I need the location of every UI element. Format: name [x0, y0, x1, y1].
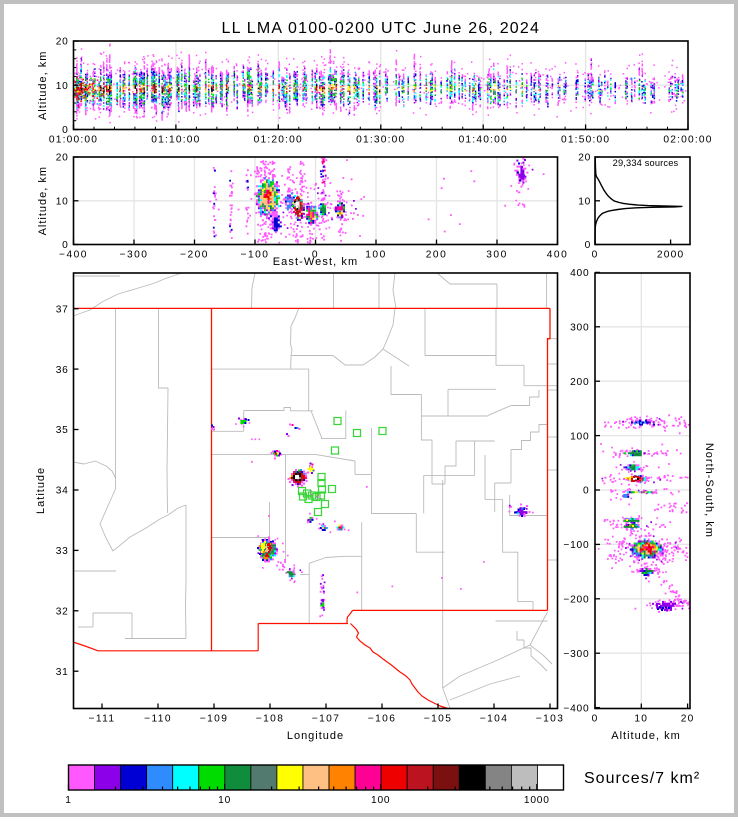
svg-text:10: 10 [56, 81, 69, 92]
svg-text:−106: −106 [368, 713, 397, 724]
svg-text:0: 0 [585, 240, 591, 251]
svg-text:Longitude: Longitude [287, 730, 344, 742]
svg-text:−105: −105 [424, 713, 453, 724]
svg-text:−111: −111 [88, 713, 115, 724]
svg-text:100: 100 [570, 431, 589, 442]
svg-text:0: 0 [592, 249, 599, 260]
svg-text:01:50:00: 01:50:00 [561, 134, 610, 145]
svg-text:East-West, km: East-West, km [273, 256, 359, 268]
svg-text:100: 100 [365, 249, 387, 260]
svg-text:−100: −100 [241, 249, 270, 260]
svg-text:−107: −107 [312, 713, 341, 724]
svg-text:300: 300 [486, 249, 508, 260]
svg-text:20: 20 [56, 153, 69, 164]
svg-text:20: 20 [578, 153, 591, 164]
svg-text:01:00:00: 01:00:00 [49, 134, 98, 145]
svg-text:−400: −400 [59, 249, 88, 260]
svg-text:32: 32 [56, 607, 69, 618]
svg-text:−103: −103 [536, 713, 565, 724]
svg-text:−200: −200 [180, 249, 209, 260]
svg-text:37: 37 [56, 304, 69, 315]
svg-text:10: 10 [56, 196, 69, 207]
svg-text:200: 200 [570, 377, 589, 388]
svg-text:−108: −108 [256, 713, 285, 724]
svg-text:20: 20 [56, 37, 69, 48]
svg-text:01:20:00: 01:20:00 [254, 134, 303, 145]
svg-text:34: 34 [56, 486, 69, 497]
svg-text:−110: −110 [144, 713, 172, 724]
svg-text:0: 0 [583, 486, 589, 497]
svg-text:Altitude, km: Altitude, km [37, 51, 49, 120]
svg-text:29,334 sources: 29,334 sources [613, 158, 679, 168]
svg-text:2000: 2000 [657, 249, 684, 260]
svg-text:36: 36 [56, 365, 69, 376]
svg-text:1: 1 [65, 795, 71, 806]
svg-text:0: 0 [62, 240, 68, 251]
svg-text:200: 200 [426, 249, 448, 260]
svg-text:01:10:00: 01:10:00 [151, 134, 200, 145]
svg-text:−104: −104 [480, 713, 509, 724]
svg-text:North-South, km: North-South, km [703, 443, 715, 538]
svg-text:400: 400 [570, 268, 589, 279]
svg-text:10: 10 [218, 795, 231, 806]
svg-text:0: 0 [312, 249, 319, 260]
svg-text:−109: −109 [200, 713, 229, 724]
svg-text:0: 0 [592, 713, 599, 724]
svg-text:31: 31 [56, 667, 69, 678]
svg-text:10: 10 [634, 713, 648, 724]
svg-text:−300: −300 [120, 249, 149, 260]
svg-text:1000: 1000 [524, 795, 550, 806]
svg-text:−300: −300 [563, 649, 589, 660]
svg-text:Sources/7 km²: Sources/7 km² [584, 770, 700, 787]
svg-text:Altitude, km: Altitude, km [37, 166, 49, 235]
svg-text:Altitude, km: Altitude, km [611, 730, 680, 742]
svg-text:20: 20 [681, 713, 695, 724]
svg-text:−100: −100 [563, 540, 589, 551]
svg-text:02:00:00: 02:00:00 [663, 134, 712, 145]
svg-text:−400: −400 [563, 703, 589, 714]
svg-text:LL LMA 0100-0200 UTC June 26,: LL LMA 0100-0200 UTC June 26, 2024 [221, 20, 540, 37]
svg-text:300: 300 [570, 323, 589, 334]
svg-text:0: 0 [62, 125, 68, 136]
svg-text:−200: −200 [563, 595, 589, 606]
svg-text:Latitude: Latitude [35, 467, 47, 514]
svg-text:400: 400 [547, 249, 569, 260]
svg-text:01:30:00: 01:30:00 [356, 134, 405, 145]
svg-text:100: 100 [371, 795, 390, 806]
svg-text:33: 33 [56, 546, 69, 557]
svg-text:35: 35 [56, 425, 69, 436]
svg-text:10: 10 [578, 196, 591, 207]
svg-text:01:40:00: 01:40:00 [459, 134, 508, 145]
